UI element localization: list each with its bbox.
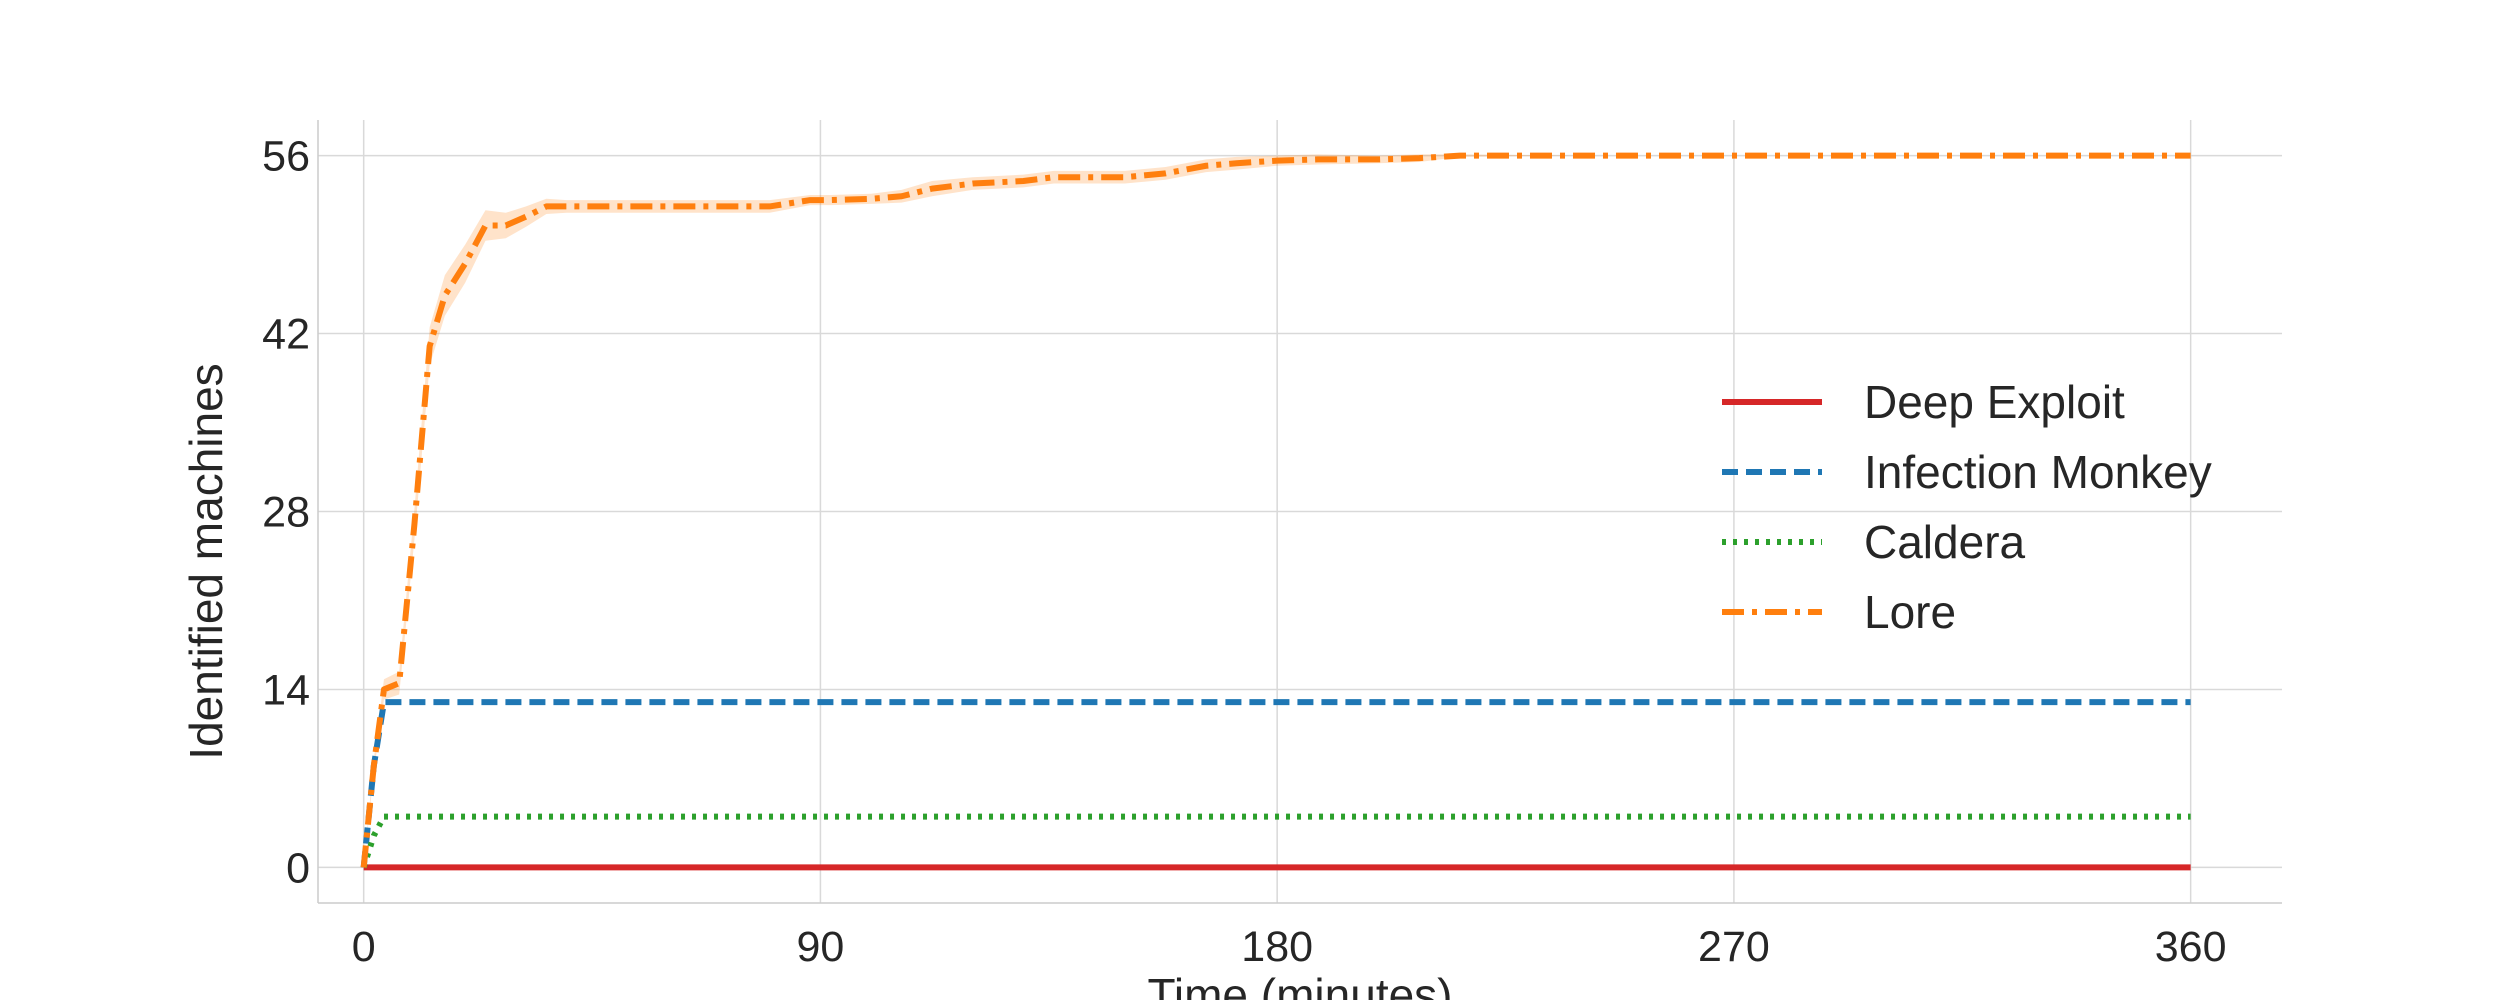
x-tick-label: 180	[1241, 923, 1313, 971]
lore-line	[360, 152, 2191, 868]
y-tick-label: 0	[286, 844, 310, 892]
y-tick-label: 56	[262, 133, 310, 181]
series-lines	[360, 152, 2191, 871]
legend: Deep Exploit Infection Monkey Caldera Lore	[1722, 376, 2212, 638]
legend-label-deep-exploit: Deep Exploit	[1864, 376, 2125, 428]
x-tick-label: 90	[796, 923, 844, 971]
x-tick-label: 270	[1698, 923, 1770, 971]
grid	[318, 120, 2282, 903]
caldera-line	[360, 813, 2191, 869]
y-axis-label: Identified machines	[180, 363, 232, 759]
axes-spines	[317, 120, 2282, 904]
y-tick-label: 42	[262, 311, 310, 359]
tick-labels: 0 90 180 270 360 0 14 28 42 56	[262, 133, 2226, 971]
legend-label-caldera: Caldera	[1864, 516, 2026, 568]
x-axis-label: Time (minutes)	[1148, 969, 1453, 1000]
x-tick-label: 0	[352, 923, 376, 971]
legend-label-infection-monkey: Infection Monkey	[1864, 446, 2212, 498]
legend-label-lore: Lore	[1864, 586, 1956, 638]
y-tick-label: 14	[262, 666, 310, 714]
y-tick-label: 28	[262, 489, 310, 537]
x-tick-label: 360	[2155, 923, 2227, 971]
